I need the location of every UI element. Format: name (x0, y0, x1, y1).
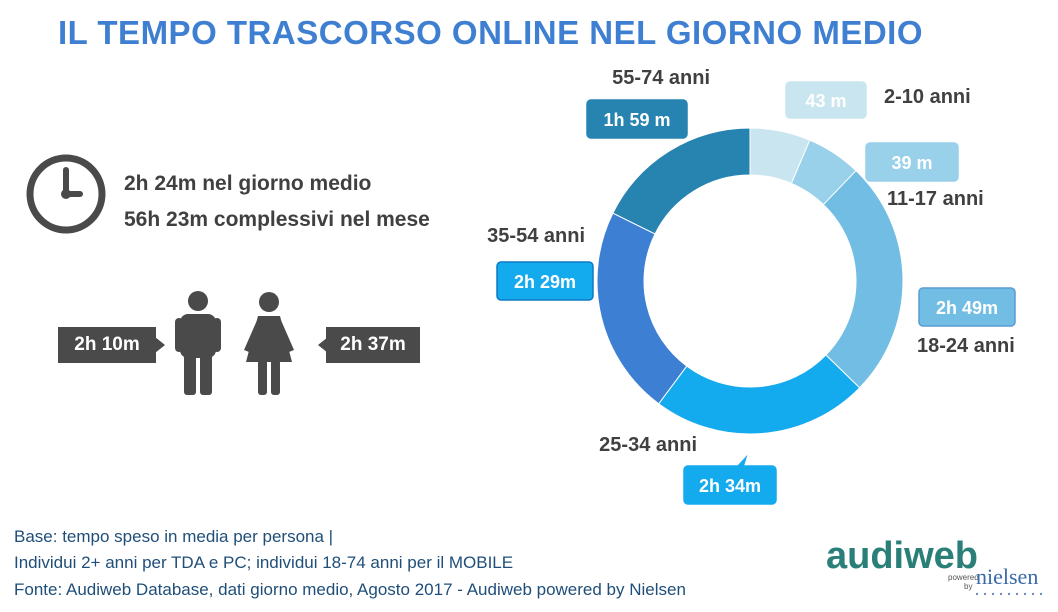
category-label: 35-54 anni (487, 225, 585, 247)
logo-powered: powered (948, 573, 979, 582)
female-badge-pointer (318, 337, 328, 353)
callout-box (865, 142, 959, 182)
man-icon (175, 291, 221, 395)
donut-slice (612, 127, 751, 235)
data-label: 1h 59 m (603, 110, 670, 130)
data-label: 39 m (891, 153, 932, 173)
category-label: 18-24 anni (917, 335, 1015, 357)
category-label: 11-17 anni (887, 188, 984, 210)
callout-box (586, 99, 688, 139)
category-label: 55-74 anni (612, 67, 710, 89)
data-label: 2h 34m (699, 476, 761, 496)
daily-time-stat: 2h 24m nel giorno medio (124, 172, 372, 195)
donut-slice (657, 354, 861, 435)
logo-brand: audiweb (826, 535, 978, 577)
footer-source-note: Fonte: Audiweb Database, dati giorno med… (14, 580, 686, 599)
female-time-badge: 2h 37m (326, 327, 420, 363)
footer-population-note: Individui 2+ anni per TDA e PC; individu… (14, 553, 514, 572)
data-label: 2h 29m (514, 272, 576, 292)
logo-partner: nielsen (976, 564, 1038, 589)
logo-by: by (964, 582, 972, 591)
category-label: 2-10 anni (884, 86, 971, 108)
category-label: 25-34 anni (599, 434, 697, 456)
male-badge-pointer (155, 337, 165, 353)
woman-icon (244, 292, 294, 395)
donut-slice (596, 212, 688, 405)
monthly-time-stat: 56h 23m complessivi nel mese (124, 208, 430, 231)
callout-box (496, 261, 594, 301)
audiweb-nielsen-logo: audiweb powered by nielsen (826, 535, 1046, 595)
clock-icon (26, 154, 106, 234)
male-time-badge: 2h 10m (58, 327, 156, 363)
callout-box (683, 465, 777, 505)
callout-box (918, 287, 1016, 327)
callout-box (785, 81, 867, 119)
data-label: 43 m (805, 91, 846, 111)
footer-base-note: Base: tempo speso in media per persona | (14, 527, 334, 546)
data-label: 2h 49m (936, 298, 998, 318)
page-title: IL TEMPO TRASCORSO ONLINE NEL GIORNO MED… (58, 14, 923, 51)
